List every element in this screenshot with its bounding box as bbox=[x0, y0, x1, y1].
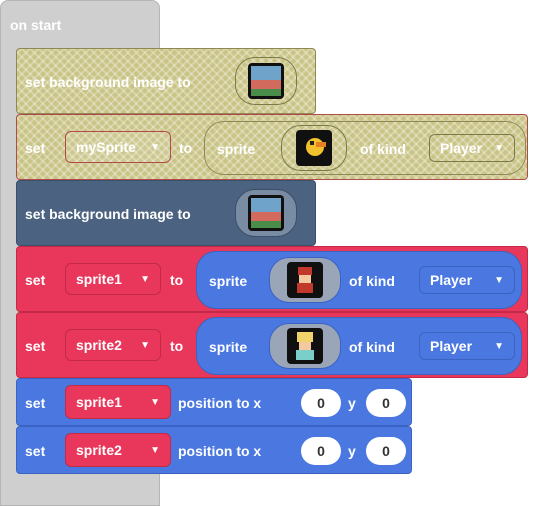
duck-sprite-icon bbox=[296, 130, 332, 166]
set-sprite2-block[interactable]: set sprite2 ▼ to sprite of kind Player ▼ bbox=[16, 312, 528, 378]
set-sprite1-position-block[interactable]: set sprite1 ▼ position to x 0 y 0 bbox=[16, 378, 412, 426]
set-keyword: set bbox=[25, 443, 46, 459]
dropdown-caret-icon: ▼ bbox=[494, 274, 504, 286]
variable-name: sprite1 bbox=[76, 394, 122, 410]
y-value-input[interactable]: 0 bbox=[366, 389, 406, 417]
kind-value: Player bbox=[430, 272, 473, 288]
sprite-of-kind-reporter-disabled[interactable]: sprite of kind Player ▼ bbox=[204, 121, 526, 175]
variable-dropdown-mysprite[interactable]: mySprite ▼ bbox=[65, 131, 171, 163]
sprite-image-slot[interactable] bbox=[281, 125, 347, 171]
on-start-label: on start bbox=[10, 17, 62, 33]
background-image-thumbnail-icon bbox=[248, 63, 284, 99]
y-keyword: y bbox=[348, 395, 356, 411]
variable-name: sprite2 bbox=[76, 337, 122, 353]
sprite-image-slot[interactable] bbox=[269, 257, 341, 303]
variable-dropdown-sprite1[interactable]: sprite1 ▼ bbox=[65, 385, 171, 419]
x-value-input[interactable]: 0 bbox=[301, 437, 341, 465]
variable-dropdown-sprite1[interactable]: sprite1 ▼ bbox=[65, 263, 161, 295]
sprite-of-kind-reporter[interactable]: sprite of kind Player ▼ bbox=[196, 251, 522, 309]
set-background-label: set background image to bbox=[25, 206, 191, 222]
of-kind-keyword: of kind bbox=[360, 141, 406, 157]
variable-dropdown-sprite2[interactable]: sprite2 ▼ bbox=[65, 433, 171, 467]
to-keyword: to bbox=[179, 140, 193, 156]
princess-sprite-icon bbox=[287, 328, 323, 364]
sprite-keyword: sprite bbox=[217, 141, 256, 157]
variable-name: sprite1 bbox=[76, 271, 122, 287]
set-keyword: set bbox=[25, 395, 46, 411]
kind-value: Player bbox=[440, 140, 483, 156]
set-background-label: set background image to bbox=[25, 74, 191, 90]
set-mysprite-block-disabled[interactable]: set mySprite ▼ to sprite of kind Player … bbox=[16, 114, 528, 180]
kind-dropdown[interactable]: Player ▼ bbox=[419, 332, 515, 360]
background-image-thumbnail-icon bbox=[248, 195, 284, 231]
to-keyword: to bbox=[170, 338, 184, 354]
y-keyword: y bbox=[348, 443, 356, 459]
set-keyword: set bbox=[25, 272, 46, 288]
dropdown-caret-icon: ▼ bbox=[150, 396, 160, 408]
variable-name: sprite2 bbox=[76, 442, 122, 458]
of-kind-keyword: of kind bbox=[349, 339, 395, 355]
position-to-x-keyword: position to x bbox=[178, 443, 262, 459]
kind-dropdown[interactable]: Player ▼ bbox=[419, 266, 515, 294]
position-to-x-keyword: position to x bbox=[178, 395, 262, 411]
variable-name: mySprite bbox=[76, 139, 136, 155]
sprite-keyword: sprite bbox=[209, 273, 248, 289]
set-keyword: set bbox=[25, 338, 46, 354]
red-hero-sprite-icon bbox=[287, 262, 323, 298]
set-sprite1-block[interactable]: set sprite1 ▼ to sprite of kind Player ▼ bbox=[16, 246, 528, 312]
to-keyword: to bbox=[170, 272, 184, 288]
dropdown-caret-icon: ▼ bbox=[150, 141, 160, 153]
dropdown-caret-icon: ▼ bbox=[494, 340, 504, 352]
kind-value: Player bbox=[430, 338, 473, 354]
sprite-image-slot[interactable] bbox=[269, 323, 341, 369]
background-image-slot[interactable] bbox=[235, 57, 297, 105]
sprite-keyword: sprite bbox=[209, 339, 248, 355]
set-keyword: set bbox=[25, 140, 46, 156]
x-value-input[interactable]: 0 bbox=[301, 389, 341, 417]
dropdown-caret-icon: ▼ bbox=[494, 142, 504, 154]
sprite-of-kind-reporter[interactable]: sprite of kind Player ▼ bbox=[196, 317, 522, 375]
background-image-slot[interactable] bbox=[235, 189, 297, 237]
dropdown-caret-icon: ▼ bbox=[150, 444, 160, 456]
dropdown-caret-icon: ▼ bbox=[140, 273, 150, 285]
y-value-input[interactable]: 0 bbox=[366, 437, 406, 465]
set-background-image-block[interactable]: set background image to bbox=[16, 180, 316, 246]
set-sprite2-position-block[interactable]: set sprite2 ▼ position to x 0 y 0 bbox=[16, 426, 412, 474]
variable-dropdown-sprite2[interactable]: sprite2 ▼ bbox=[65, 329, 161, 361]
of-kind-keyword: of kind bbox=[349, 273, 395, 289]
set-background-image-block-disabled[interactable]: set background image to bbox=[16, 48, 316, 114]
kind-dropdown[interactable]: Player ▼ bbox=[429, 134, 515, 162]
dropdown-caret-icon: ▼ bbox=[140, 339, 150, 351]
